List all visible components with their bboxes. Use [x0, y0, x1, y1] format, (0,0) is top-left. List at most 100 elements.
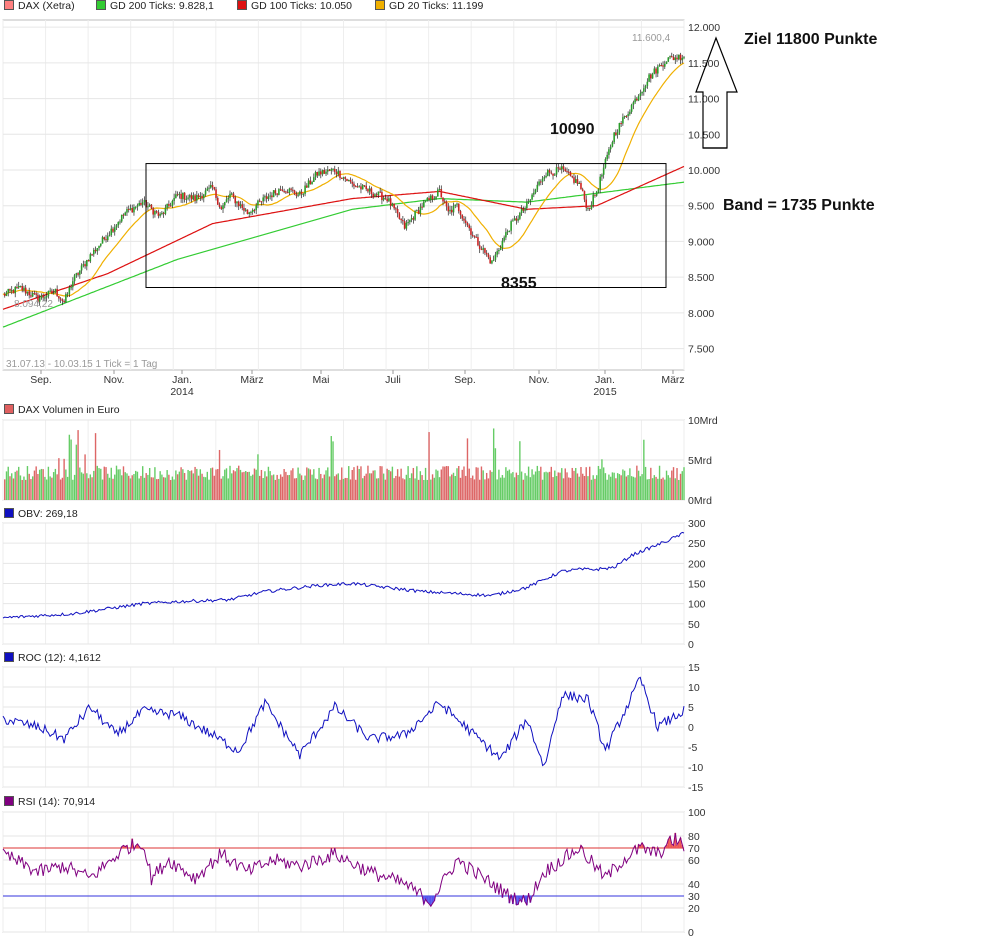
price-candle-body [581, 189, 584, 192]
price-candle-body [311, 181, 313, 185]
volume-bar [323, 474, 325, 500]
price-candle-body [173, 197, 175, 201]
volume-bar [187, 469, 189, 500]
price-candle-body [361, 185, 364, 190]
volume-bar [306, 467, 308, 500]
volume-bar [683, 467, 685, 500]
price-candle-body [375, 194, 378, 196]
volume-bar [374, 470, 376, 500]
price-candle-body [410, 218, 413, 220]
volume-bar [145, 473, 147, 500]
volume-bar [505, 467, 507, 500]
volume-bar [463, 466, 465, 500]
volume-bar [437, 470, 439, 500]
volume-bar [295, 478, 298, 500]
price-candle-body [283, 191, 285, 193]
volume-bar [440, 469, 442, 500]
price-candle-body [395, 208, 397, 210]
volume-bar [342, 478, 345, 500]
volume-bar [609, 476, 612, 500]
price-x-tick-label: Mai [313, 374, 330, 386]
volume-bar [150, 477, 153, 500]
price-candle-body [56, 288, 58, 297]
volume-bar [618, 474, 621, 500]
price-candle-body [487, 254, 490, 258]
volume-bar [234, 471, 236, 500]
volume-bar [442, 466, 444, 500]
price-candle-body [629, 111, 631, 115]
volume-bar [466, 438, 469, 500]
volume-bar [573, 470, 575, 500]
volume-bar [11, 473, 13, 500]
volume-bar [636, 465, 638, 500]
volume-bar [320, 473, 322, 500]
volume-bar [133, 474, 135, 500]
price-candle-body [66, 293, 69, 295]
price-candle-body [171, 200, 174, 207]
price-x-tick-label: März [661, 374, 684, 386]
volume-bar [608, 474, 610, 500]
price-candle-body [129, 208, 132, 210]
price-candle-body [595, 191, 598, 196]
volume-bar [70, 439, 72, 500]
volume-bar [91, 477, 93, 500]
legend-swatch [237, 0, 247, 10]
price-candle-body [405, 222, 408, 229]
legend-entry: GD 20 Ticks: 11.199 [375, 0, 483, 12]
price-candle-body [134, 206, 137, 208]
price-candle-body [84, 264, 86, 267]
price-candle-body [47, 290, 50, 297]
low-price-label: 8.094,22 [14, 299, 53, 310]
price-candle-body [133, 207, 135, 213]
obv-y-tick-label: 150 [688, 579, 706, 591]
roc-y-tick-label: 0 [688, 722, 694, 734]
price-candle-body [328, 169, 331, 171]
volume-bar [166, 470, 168, 500]
volume-bar [264, 471, 266, 500]
volume-bar [487, 478, 490, 500]
volume-bar [360, 466, 362, 500]
volume-bar [430, 479, 432, 500]
price-candle-body [122, 214, 125, 216]
price-candle-body [368, 188, 371, 192]
volume-bar [470, 477, 472, 500]
price-candle-body [564, 169, 567, 172]
price-candle-body [178, 193, 181, 195]
volume-bar [519, 441, 521, 500]
price-candle-body [93, 249, 95, 255]
volume-bar [173, 479, 175, 500]
price-candle-body [96, 248, 99, 252]
volume-bar [456, 468, 458, 500]
price-candle-body [417, 210, 420, 214]
price-candle-body [562, 166, 565, 170]
price-candle-body [520, 208, 523, 213]
volume-bar [576, 473, 579, 500]
roc-y-tick-label: 15 [688, 662, 700, 674]
price-candle-body [423, 201, 425, 208]
price-candle-body [601, 174, 603, 177]
volume-bar [26, 466, 29, 500]
price-candle-body [445, 201, 448, 207]
volume-bar [524, 473, 526, 500]
price-candle-body [541, 178, 544, 182]
volume-bar [59, 479, 62, 500]
price-candle-body [182, 192, 184, 199]
price-candle-body [412, 218, 415, 220]
price-candle-body [457, 203, 460, 212]
volume-bar [409, 477, 411, 500]
price-candle-body [28, 291, 30, 296]
price-candle-body [225, 199, 228, 203]
price-candle-body [527, 201, 530, 203]
price-candle-body [599, 176, 601, 190]
price-y-tick-label: 12.000 [688, 22, 720, 34]
volume-bar [4, 479, 6, 500]
price-candle-body [353, 183, 355, 187]
price-candle-body [24, 287, 27, 294]
volume-bar [25, 479, 27, 500]
obv-y-tick-label: 250 [688, 538, 706, 550]
price-candle-body [68, 287, 71, 294]
price-candle-body [447, 206, 450, 212]
volume-bar [148, 467, 151, 500]
price-candle-body [230, 193, 233, 195]
